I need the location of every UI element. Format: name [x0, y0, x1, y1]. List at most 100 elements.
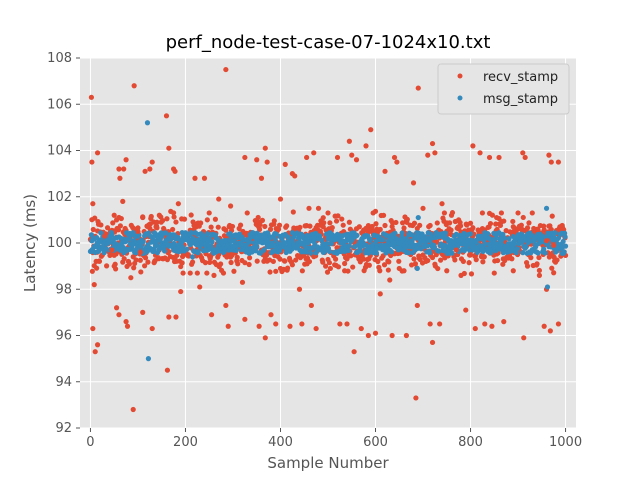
recv-point: [142, 255, 149, 261]
recv-stamp-point: [361, 256, 367, 262]
recv-point: [396, 258, 402, 264]
recv-point: [342, 260, 348, 267]
recv-stamp-point: [194, 270, 200, 276]
recv-stamp-point: [164, 367, 171, 373]
msg-point: [482, 241, 488, 247]
legend-box: [437, 63, 570, 115]
recv-point: [121, 256, 127, 262]
recv-point: [207, 259, 213, 266]
msg-point: [131, 238, 137, 244]
recv-stamp-point: [482, 321, 488, 327]
recv-point: [429, 254, 436, 261]
recv-stamp-point: [131, 83, 137, 89]
recv-point: [160, 217, 166, 224]
recv-point: [518, 222, 524, 228]
recv-stamp-point: [456, 217, 462, 223]
recv-stamp-point: [211, 272, 217, 278]
recv-stamp-point: [491, 270, 497, 276]
recv-stamp-point: [524, 263, 531, 269]
recv-stamp-point: [268, 312, 274, 318]
recv-stamp-point: [375, 258, 381, 265]
recv-point: [324, 269, 331, 275]
recv-point: [412, 261, 419, 267]
recv-stamp-point: [494, 214, 500, 221]
recv-point: [487, 220, 494, 227]
recv-stamp-point: [439, 201, 445, 207]
recv-point: [329, 224, 335, 231]
recv-stamp-point: [320, 224, 326, 230]
msg-point: [520, 250, 526, 256]
recv-point: [231, 268, 237, 274]
msg-point: [512, 241, 518, 247]
recv-point: [526, 220, 532, 226]
recv-stamp-point: [437, 321, 443, 327]
msg-point: [319, 237, 325, 244]
recv-stamp-point: [180, 270, 186, 276]
x-tick-label: 400: [268, 435, 293, 450]
msg-point: [488, 248, 495, 254]
recv-point: [96, 258, 103, 264]
recv-point: [138, 269, 144, 275]
recv-stamp-point: [458, 272, 464, 278]
legend: recv_stamp msg_stamp: [437, 63, 570, 115]
recv-point: [92, 215, 98, 221]
legend-marker-recv-stamp: [457, 73, 463, 79]
recv-stamp-point: [453, 247, 459, 253]
msg-point: [140, 239, 146, 245]
recv-point: [254, 258, 260, 264]
msg-stamp-dense-band: [87, 229, 569, 256]
recv-stamp-point: [244, 210, 250, 216]
msg-point: [485, 231, 491, 237]
recv-point: [320, 259, 326, 265]
y-axis-ticks: 92 94 96 98 100 102 104 106 108: [47, 51, 80, 436]
x-axis-label: Sample Number: [267, 454, 389, 472]
recv-point: [228, 259, 234, 266]
recv-point: [467, 220, 474, 226]
recv-point: [447, 220, 453, 226]
msg-stamp-point: [145, 356, 152, 362]
x-tick-label: 600: [363, 435, 388, 450]
recv-point: [481, 254, 487, 260]
recv-point: [171, 214, 177, 220]
msg-point: [168, 236, 174, 242]
recv-point: [497, 222, 504, 229]
y-tick-label: 96: [55, 329, 72, 344]
recv-stamp-point: [90, 201, 96, 207]
recv-stamp-point: [172, 168, 178, 174]
msg-point: [560, 238, 566, 245]
recv-stamp-point: [353, 157, 360, 163]
msg-stamp-point: [189, 254, 196, 260]
recv-point: [411, 220, 418, 226]
recv-point: [142, 263, 148, 269]
recv-stamp-point: [429, 140, 436, 147]
recv-point: [350, 264, 356, 270]
msg-point: [231, 238, 237, 244]
recv-point: [327, 220, 333, 226]
recv-stamp-point: [216, 196, 222, 202]
recv-stamp-point: [323, 263, 329, 269]
recv-stamp-point: [315, 205, 322, 211]
x-tick-label: 800: [458, 435, 483, 450]
msg-point: [209, 239, 215, 245]
recv-point: [524, 225, 531, 231]
recv-stamp-point: [344, 321, 350, 327]
recv-point: [377, 226, 383, 233]
recv-stamp-point: [547, 328, 553, 334]
recv-point: [262, 223, 268, 230]
recv-point: [204, 217, 210, 223]
recv-point: [554, 257, 560, 263]
recv-point: [277, 256, 283, 262]
recv-stamp-point: [125, 258, 132, 265]
recv-stamp-point: [94, 150, 101, 156]
recv-stamp-point: [166, 314, 172, 320]
recv-stamp-point: [304, 154, 310, 161]
recv-point: [273, 268, 279, 274]
recv-stamp-point: [358, 325, 364, 332]
recv-stamp-point: [91, 282, 97, 288]
msg-point: [161, 248, 168, 254]
msg-point: [392, 230, 398, 236]
recv-point: [468, 271, 475, 277]
recv-stamp-point: [413, 395, 419, 401]
msg-stamp-point: [543, 205, 550, 211]
legend-label-msg-stamp: msg_stamp: [483, 92, 558, 107]
